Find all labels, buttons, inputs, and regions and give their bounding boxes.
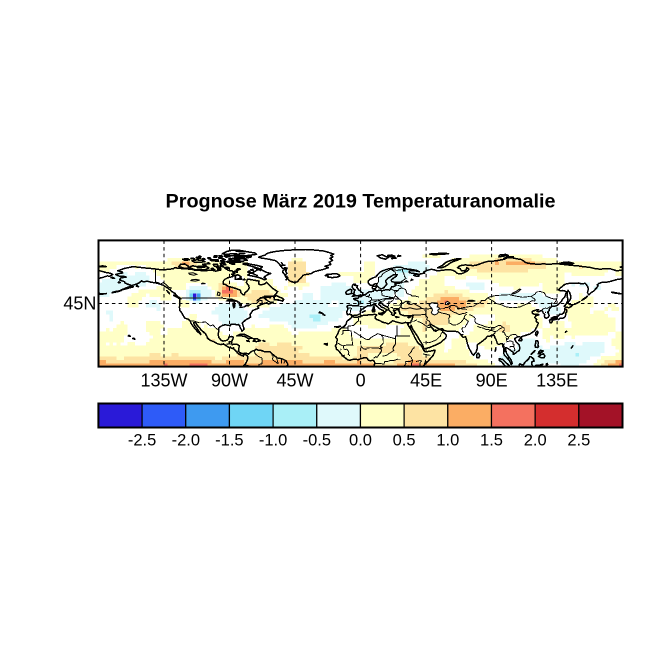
svg-text:2.5: 2.5 [567,431,590,449]
svg-text:45W: 45W [276,370,313,390]
svg-text:45N: 45N [63,293,96,313]
svg-text:90E: 90E [476,370,508,390]
svg-text:2.0: 2.0 [524,431,547,449]
svg-text:45E: 45E [410,370,442,390]
svg-text:-0.5: -0.5 [303,431,331,449]
svg-text:-1.5: -1.5 [215,431,243,449]
svg-text:0.5: 0.5 [393,431,416,449]
svg-text:Prognose März 2019 Temperatura: Prognose März 2019 Temperaturanomalie [166,191,556,213]
svg-text:0.0: 0.0 [349,431,372,449]
svg-text:0: 0 [356,370,366,390]
svg-text:135W: 135W [140,370,187,390]
svg-text:90W: 90W [211,370,248,390]
svg-text:-2.0: -2.0 [172,431,200,449]
svg-text:1.0: 1.0 [436,431,459,449]
svg-text:135E: 135E [536,370,578,390]
svg-text:-1.0: -1.0 [259,431,287,449]
svg-text:-2.5: -2.5 [128,431,156,449]
svg-text:1.5: 1.5 [480,431,503,449]
